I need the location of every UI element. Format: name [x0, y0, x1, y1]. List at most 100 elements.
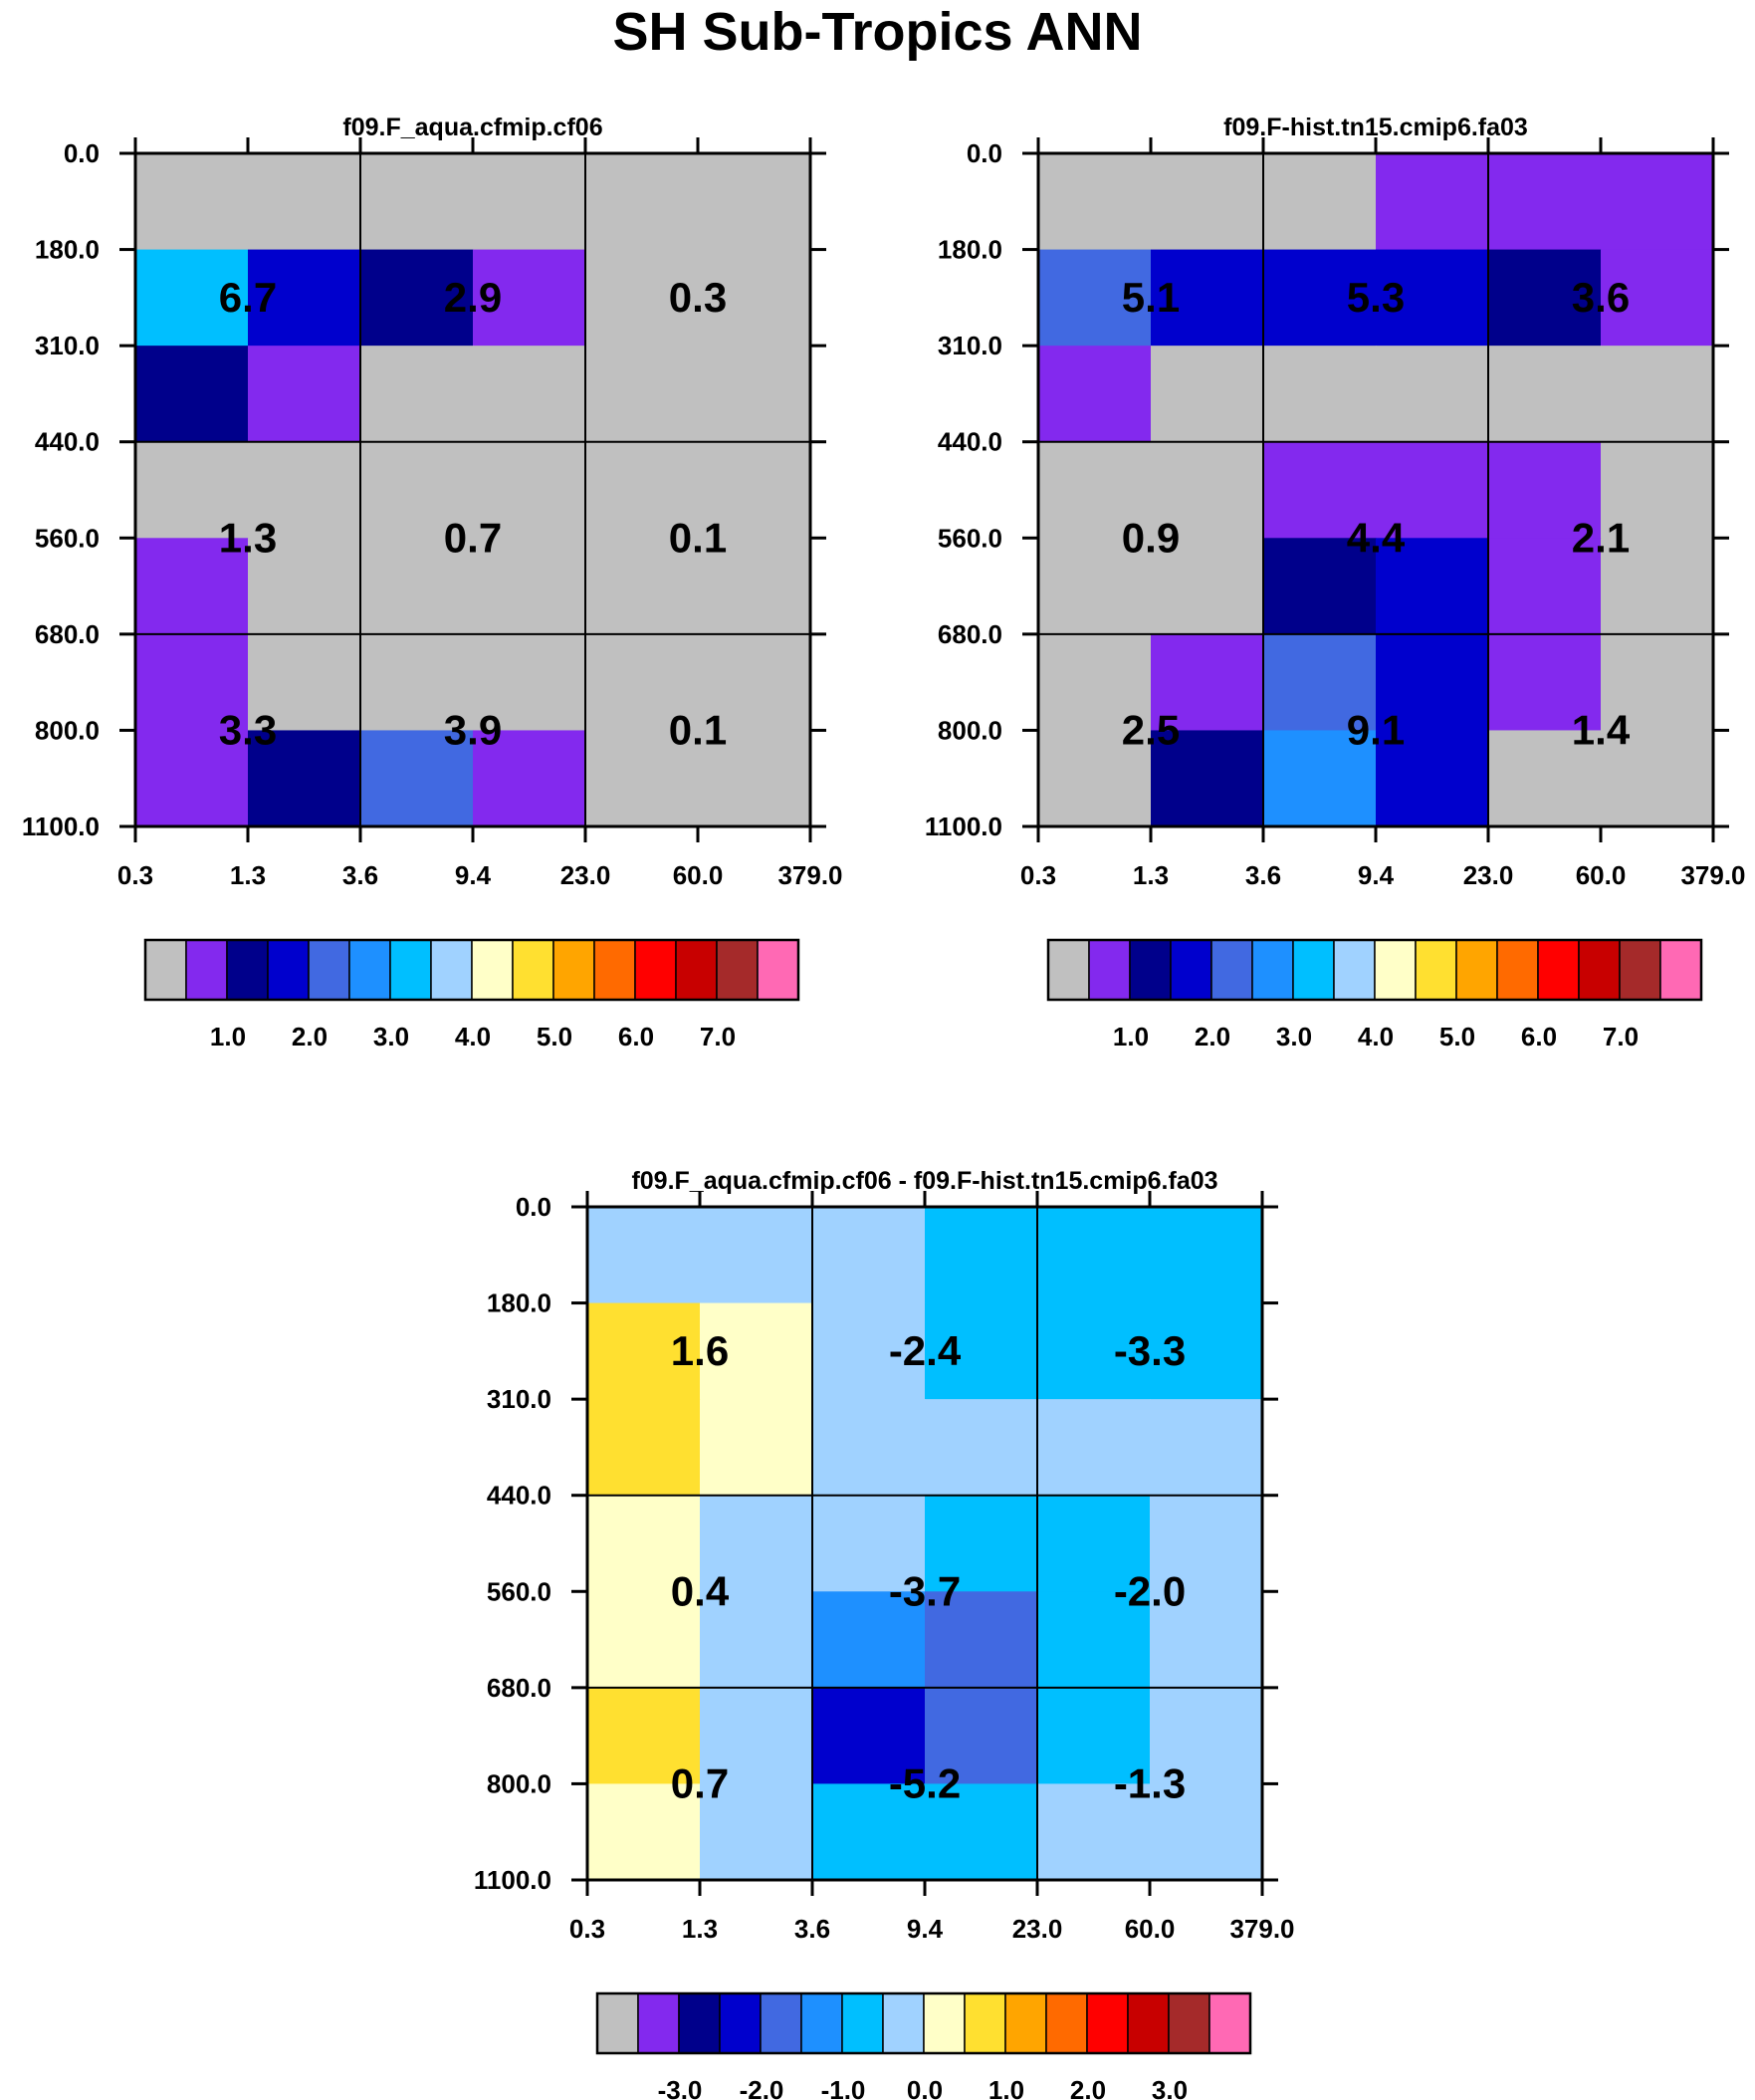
colorbar-segment: [1292, 939, 1335, 1001]
heatmap-cell: [1151, 441, 1264, 539]
heatmap-cell: [1263, 441, 1377, 539]
heatmap-cell: [585, 730, 699, 827]
colorbar-label: 3.0: [1152, 2075, 1188, 2100]
heatmap-cell: [248, 730, 361, 827]
colorbar-segment: [1415, 939, 1457, 1001]
heatmap-cell: [1263, 346, 1377, 443]
colorbar-segment: [1088, 939, 1131, 1001]
heatmap-cell: [360, 346, 474, 443]
colorbar-segment: [637, 1992, 680, 2054]
heatmap-cell: [1151, 730, 1264, 827]
colorbar-segment: [1127, 1992, 1170, 2054]
colorbar-segment: [678, 1992, 721, 2054]
heatmap-cell: [1150, 1495, 1263, 1592]
x-tick-label: 23.0: [1463, 860, 1514, 890]
x-tick-label: 23.0: [1012, 1914, 1063, 1944]
heatmap-cell: [1376, 249, 1489, 347]
colorbar-segment: [389, 939, 432, 1001]
colorbar-segment: [1170, 939, 1212, 1001]
heatmap-cell: [1376, 346, 1489, 443]
heatmap-cell: [1037, 1591, 1151, 1689]
y-tick-label: 680.0: [487, 1673, 551, 1703]
heatmap-cell: [248, 346, 361, 443]
x-tick-label: 60.0: [1576, 860, 1627, 890]
colorbar-segment: [1455, 939, 1498, 1001]
heatmap-cell: [1488, 441, 1602, 539]
colorbar-segment: [1129, 939, 1172, 1001]
colorbar-label: 2.0: [292, 1022, 328, 1051]
heatmap-cell: [1263, 538, 1377, 635]
colorbar-label: -1.0: [821, 2075, 866, 2100]
heatmap-cell: [1151, 538, 1264, 635]
x-tick-label: 9.4: [455, 860, 492, 890]
heatmap-cell: [1150, 1687, 1263, 1785]
x-tick-label: 1.3: [1133, 860, 1169, 890]
heatmap-cell: [1150, 1783, 1263, 1881]
y-tick-label: 800.0: [938, 715, 1002, 745]
heatmap-cell: [473, 441, 586, 539]
heatmap-cell: [925, 1495, 1038, 1592]
heatmap-cell: [135, 441, 249, 539]
heatmap-cell: [1376, 538, 1489, 635]
data-label: 2.9: [444, 274, 502, 321]
colorbar-segment: [716, 939, 759, 1001]
heatmap-cell: [1151, 633, 1264, 732]
colorbar-segment: [964, 1992, 1006, 2054]
colorbar-segment: [841, 1992, 884, 2054]
heatmap-cell: [1488, 730, 1602, 827]
heatmap-cell: [1488, 153, 1602, 251]
data-label: 5.3: [1347, 274, 1405, 321]
heatmap-cell: [700, 1399, 813, 1497]
y-tick-label: 0.0: [64, 138, 100, 168]
colorbar-segment: [1333, 939, 1376, 1001]
x-tick-label: 0.3: [569, 1914, 605, 1944]
colorbar-segment: [226, 939, 269, 1001]
colorbar-segment: [348, 939, 391, 1001]
data-label: -3.3: [1114, 1327, 1186, 1374]
heatmap-cell: [248, 538, 361, 635]
colorbar-label: 5.0: [1439, 1022, 1475, 1051]
colorbar-segment: [1251, 939, 1294, 1001]
y-tick-label: 180.0: [938, 235, 1002, 265]
x-tick-label: 23.0: [560, 860, 611, 890]
y-tick-label: 560.0: [487, 1576, 551, 1606]
heatmap-cell: [1376, 730, 1489, 827]
heatmap-cell: [700, 1495, 813, 1592]
heatmap-cell: [135, 153, 249, 251]
heatmap-cell: [812, 1495, 926, 1592]
colorbar-label: 7.0: [1603, 1022, 1639, 1051]
data-label: -5.2: [889, 1759, 961, 1806]
heatmap-cell: [587, 1302, 701, 1400]
colorbar-segment: [634, 939, 677, 1001]
colorbar-segment: [144, 939, 187, 1001]
data-label: 3.3: [219, 706, 277, 753]
heatmap-cell: [1601, 441, 1714, 539]
heatmap-cell: [1601, 730, 1714, 827]
heatmap-cell: [1263, 730, 1377, 827]
heatmap-cell: [1038, 633, 1152, 732]
colorbar-segment: [1659, 939, 1702, 1001]
heatmap-cell: [1376, 441, 1489, 539]
heatmap-cell: [1601, 346, 1714, 443]
heatmap-cell: [925, 1687, 1038, 1785]
x-tick-label: 1.3: [682, 1914, 718, 1944]
data-label: 0.7: [671, 1759, 729, 1806]
colorbar-segment: [719, 1992, 762, 2054]
colorbar-segment: [1004, 1992, 1047, 2054]
colorbar-label: 5.0: [537, 1022, 572, 1051]
x-tick-label: 60.0: [673, 860, 724, 890]
colorbar-segment: [593, 939, 636, 1001]
x-tick-label: 3.6: [794, 1914, 830, 1944]
heatmap-cell: [1263, 153, 1377, 251]
colorbar-label: 6.0: [1521, 1022, 1557, 1051]
heatmap-cell: [135, 730, 249, 827]
data-label: 0.7: [444, 514, 502, 561]
heatmap-cell: [360, 538, 474, 635]
heatmap-cell: [248, 153, 361, 251]
heatmap-cell: [587, 1207, 701, 1304]
colorbar-segment: [185, 939, 228, 1001]
data-label: 2.1: [1572, 514, 1630, 561]
data-label: 0.3: [669, 274, 727, 321]
heatmap-cell: [1488, 346, 1602, 443]
